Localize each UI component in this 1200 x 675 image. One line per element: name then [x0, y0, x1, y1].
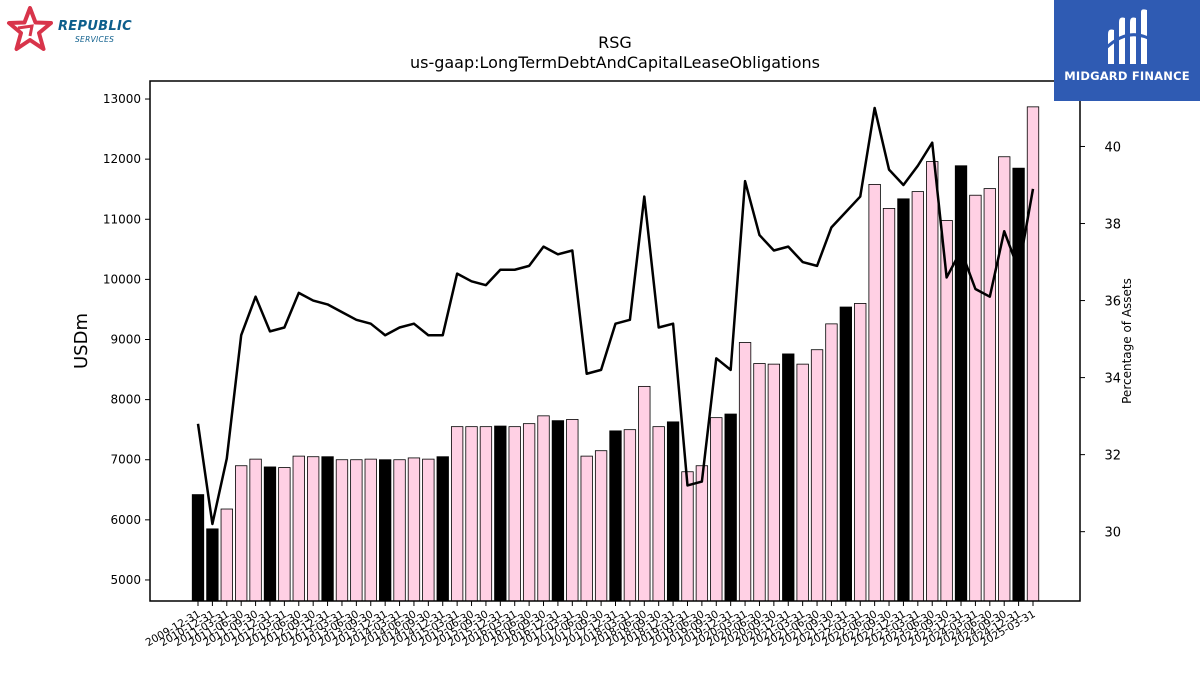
bar-2011-06-30	[235, 465, 248, 602]
percentage-line	[196, 106, 1035, 526]
bar-2015-12-31	[494, 425, 507, 602]
bar-2013-12-31	[379, 459, 392, 602]
bar-2019-03-31	[681, 471, 694, 602]
y-tick-label: 11000	[103, 212, 141, 226]
bar-2014-09-30	[422, 458, 435, 602]
y2-tick-label: 34	[1104, 372, 1121, 387]
bar-2016-06-30	[522, 423, 536, 602]
bar-2018-09-30	[652, 426, 665, 602]
bar-2009-12-31	[191, 494, 205, 602]
bar-2021-12-31	[839, 306, 852, 602]
republic-services-logo: REPUBLIC SERVICES	[6, 6, 146, 56]
bar-2021-03-31	[796, 363, 809, 602]
midgard-finance-logo: MIDGARD FINANCE	[1054, 0, 1200, 101]
republic-brand-text: REPUBLIC	[58, 19, 132, 34]
y-axis-left: 5000 6000 7000 8000 9000 10000 11000 12000 13000	[103, 92, 150, 587]
y-tick-label: 9000	[110, 332, 141, 346]
y-tick-label: 5000	[110, 573, 141, 587]
midgard-brand-text: MIDGARD FINANCE	[1064, 69, 1190, 83]
bar-2019-12-31	[724, 413, 737, 602]
y2-tick-label: 40	[1104, 140, 1121, 155]
chart-subtitle: us-gaap:LongTermDebtAndCapitalLeaseOblig…	[410, 53, 820, 72]
bar-2022-12-31	[897, 198, 910, 602]
y-tick-label: 13000	[103, 92, 141, 106]
star-icon	[7, 6, 53, 51]
bar-2012-12-31	[321, 456, 334, 602]
y-tick-label: 8000	[110, 393, 141, 407]
chart-title: RSG	[598, 33, 632, 52]
y2-axis-label: Percentage of Assets	[1120, 278, 1134, 404]
bar-2012-03-31	[278, 467, 291, 602]
y-tick-label: 12000	[103, 152, 141, 166]
bar-2014-12-31	[436, 456, 449, 602]
bar-2023-03-31	[911, 191, 924, 602]
y2-tick-label: 38	[1104, 218, 1121, 233]
line-series	[196, 106, 1035, 526]
bar-2024-09-30	[998, 156, 1011, 602]
midgard-mark-icon	[1104, 9, 1149, 65]
bar-2020-06-30	[753, 363, 766, 602]
y-tick-label: 10000	[103, 272, 141, 286]
bar-2017-03-31	[566, 419, 579, 602]
bar-2021-06-30	[810, 349, 824, 602]
bar-2011-09-30	[249, 458, 262, 602]
bar-2018-03-31	[623, 429, 637, 602]
bar-2020-09-30	[767, 363, 781, 602]
bar-2021-09-30	[825, 323, 838, 602]
bar-2017-12-31	[609, 430, 622, 602]
bar-2015-09-30	[479, 426, 493, 602]
y-axis-label: USDm	[71, 313, 92, 369]
bar-2018-06-30	[638, 385, 651, 602]
bar-2018-12-31	[666, 421, 680, 602]
bar-2020-03-31	[738, 342, 752, 602]
bar-2019-09-30	[710, 417, 723, 602]
bar-2013-06-30	[350, 459, 363, 602]
bar-2017-06-30	[580, 455, 593, 602]
bar-2024-12-31	[1012, 167, 1025, 602]
bar-2013-09-30	[364, 458, 377, 602]
y-tick-label: 7000	[110, 453, 141, 467]
y2-tick-label: 32	[1104, 449, 1121, 464]
bar-series	[191, 106, 1040, 602]
y-tick-label: 6000	[110, 513, 141, 527]
bar-2022-09-30	[882, 208, 896, 602]
bar-2023-06-30	[926, 161, 939, 602]
bar-2015-06-30	[465, 426, 478, 602]
y2-tick-label: 36	[1104, 295, 1121, 310]
bar-2019-06-30	[695, 465, 709, 602]
bar-2015-03-31	[450, 426, 464, 602]
bar-2014-06-30	[407, 457, 421, 602]
bar-2022-03-31	[854, 303, 867, 602]
bar-2011-12-31	[263, 466, 277, 602]
bar-2014-03-31	[393, 459, 406, 602]
bar-2023-12-31	[954, 165, 968, 602]
bar-2017-09-30	[594, 450, 608, 602]
bar-2011-03-31	[220, 508, 233, 602]
services-text: SERVICES	[75, 35, 115, 44]
bar-2016-03-31	[508, 426, 521, 602]
bar-2020-12-31	[782, 353, 795, 602]
bar-2022-06-30	[868, 183, 881, 602]
bar-2012-06-30	[292, 455, 305, 602]
bar-2024-06-30	[983, 188, 996, 602]
bar-2025-03-31	[1026, 106, 1040, 602]
bar-2010-12-31	[206, 528, 219, 602]
y-axis-right: 30 32 34 36 38 40	[1080, 140, 1121, 541]
bar-2024-03-31	[969, 194, 982, 602]
bar-2016-12-31	[551, 420, 565, 602]
bar-2016-09-30	[537, 415, 550, 602]
bar-2012-09-30	[307, 456, 320, 602]
y2-tick-label: 30	[1104, 526, 1121, 541]
bar-2013-03-31	[335, 459, 349, 602]
x-axis: 2009-12-312010-12-312011-03-312011-06-30…	[144, 601, 1038, 649]
